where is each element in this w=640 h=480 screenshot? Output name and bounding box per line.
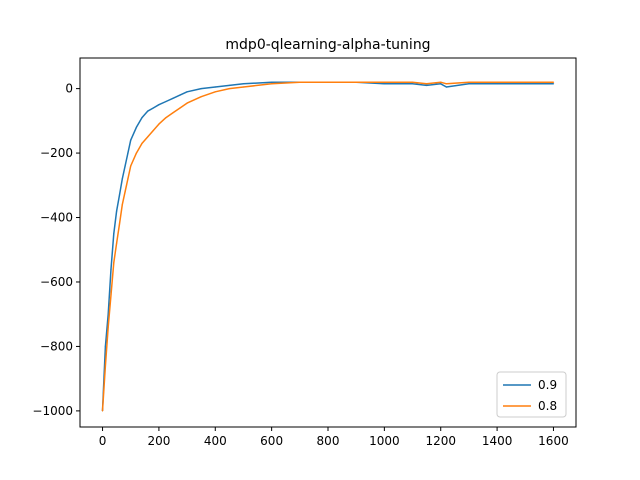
data-point: [552, 81, 555, 83]
data-point: [440, 81, 442, 83]
data-point: [242, 86, 245, 88]
data-point: [242, 83, 245, 85]
data-point: [152, 129, 154, 132]
data-point: [445, 83, 447, 85]
data-point: [355, 81, 357, 83]
data-point: [200, 88, 202, 90]
data-point: [141, 142, 143, 144]
data-point: [110, 268, 112, 270]
data-point: [107, 313, 109, 315]
y-tick-label: −200: [40, 146, 73, 160]
data-point: [186, 102, 188, 104]
data-point: [116, 210, 118, 212]
legend-label: 0.8: [538, 399, 557, 413]
data-point: [110, 294, 112, 296]
data-point: [113, 233, 115, 235]
data-point: [271, 81, 273, 83]
data-point: [172, 112, 174, 114]
x-tick-label: 1600: [538, 434, 569, 448]
data-point: [118, 194, 121, 196]
data-point: [383, 81, 385, 83]
data-point: [107, 326, 109, 328]
data-point: [104, 345, 106, 347]
y-axis: −1000 −800 −600 −400 −200 0: [32, 82, 80, 418]
data-point: [165, 100, 167, 103]
data-point: [426, 83, 428, 85]
data-point: [130, 139, 132, 141]
series-1: [101, 81, 555, 412]
data-point: [172, 97, 174, 99]
data-point: [214, 86, 216, 88]
data-point: [135, 126, 137, 128]
chart-title: mdp0-qlearning-alpha-tuning: [225, 37, 430, 53]
data-point: [440, 83, 442, 85]
data-point: [127, 178, 129, 180]
y-tick-label: 0: [65, 82, 73, 96]
data-point: [118, 223, 121, 225]
data-point: [165, 117, 167, 119]
data-point: [179, 107, 181, 109]
data-point: [147, 110, 149, 112]
data-point: [152, 107, 154, 109]
x-axis: 0 200 400 600 800 1000 1200 1400 1600: [99, 427, 569, 448]
x-tick-label: 200: [147, 434, 170, 448]
data-point: [101, 410, 104, 412]
data-point: [141, 117, 143, 119]
data-point: [130, 165, 132, 167]
data-point: [116, 242, 118, 244]
x-tick-label: 1400: [482, 434, 513, 448]
data-point: [411, 81, 414, 83]
legend: 0.9 0.8: [496, 371, 567, 418]
data-point: [299, 81, 301, 83]
data-point: [179, 94, 181, 96]
data-point: [445, 86, 447, 88]
data-point: [127, 152, 129, 154]
data-point: [214, 91, 216, 93]
data-point: [200, 96, 202, 98]
data-point: [147, 136, 149, 138]
data-point: [552, 83, 555, 85]
data-point: [426, 84, 428, 86]
x-tick-label: 1200: [425, 434, 456, 448]
data-point: [468, 81, 470, 83]
series-layer: [101, 81, 555, 412]
data-point: [124, 165, 126, 167]
x-tick-label: 800: [317, 434, 340, 448]
data-point: [158, 123, 160, 125]
x-tick-label: 600: [260, 434, 283, 448]
data-point: [496, 83, 498, 85]
data-point: [135, 152, 137, 154]
y-tick-label: −1000: [32, 404, 73, 418]
data-point: [271, 83, 273, 85]
data-point: [121, 204, 123, 206]
data-point: [468, 83, 470, 85]
x-tick-label: 0: [99, 434, 107, 448]
data-point: [124, 191, 126, 193]
x-tick-label: 400: [204, 434, 227, 448]
data-point: [524, 81, 526, 83]
data-point: [411, 83, 414, 85]
data-point: [327, 81, 329, 83]
data-point: [104, 365, 106, 367]
data-point: [113, 262, 115, 264]
data-point: [121, 178, 123, 180]
data-point: [228, 84, 230, 86]
legend-label: 0.9: [538, 378, 557, 392]
data-point: [186, 91, 188, 93]
y-tick-label: −400: [40, 211, 73, 225]
data-point: [496, 81, 498, 83]
y-tick-label: −600: [40, 275, 73, 289]
series-0: [101, 81, 555, 412]
data-point: [228, 88, 230, 90]
y-tick-label: −800: [40, 339, 73, 353]
data-point: [383, 83, 385, 85]
x-tick-label: 1000: [369, 434, 400, 448]
data-point: [524, 83, 526, 85]
data-point: [158, 104, 160, 106]
